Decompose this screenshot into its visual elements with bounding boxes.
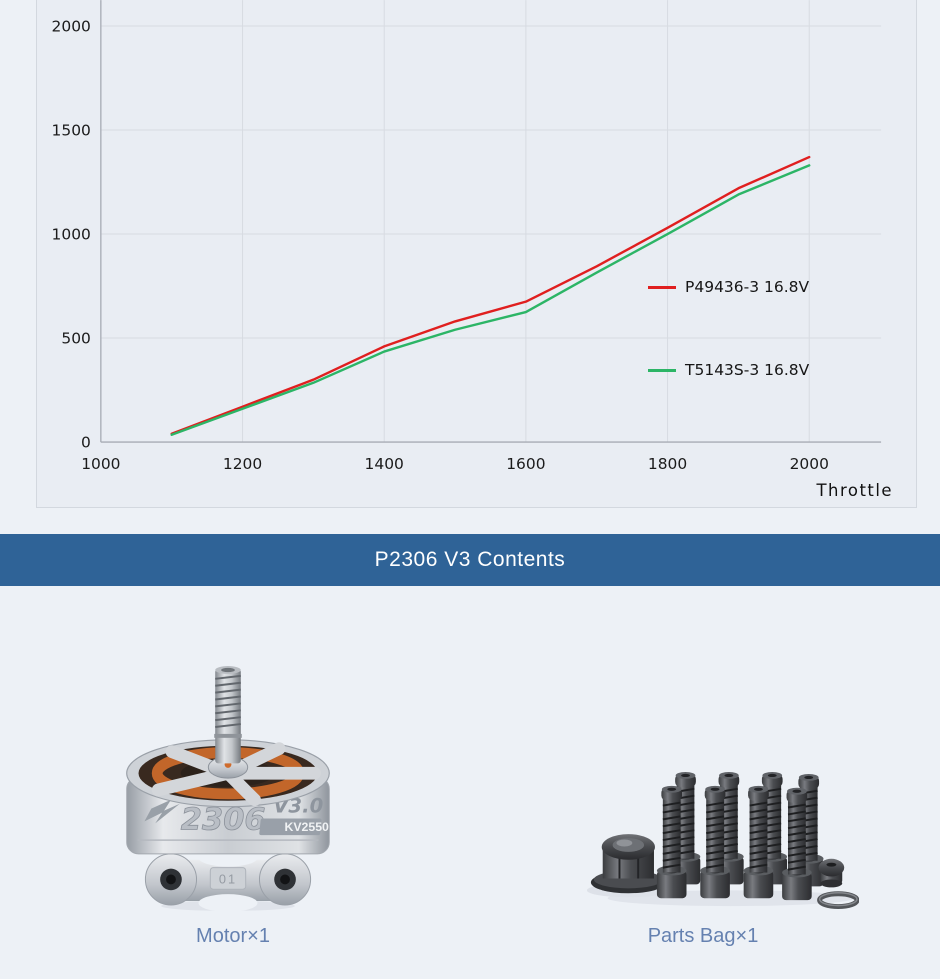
- x-tick-label: 1400: [365, 455, 404, 473]
- flange-nut: [590, 834, 666, 894]
- legend-label-t5143s: T5143S-3 16.8V: [685, 361, 810, 379]
- x-tick-label: 1600: [506, 455, 545, 473]
- parts-illustration: [586, 771, 859, 910]
- motor-model-engraving: 2306: [181, 802, 266, 837]
- x-tick-label: 1200: [223, 455, 262, 473]
- y-tick-label: 1500: [52, 122, 91, 140]
- y-tick-label: 2000: [52, 18, 91, 36]
- x-tick-label: 1000: [81, 455, 120, 473]
- y-tick-label: 1000: [52, 226, 91, 244]
- motor-shaft: [214, 666, 242, 764]
- motor-bell: [126, 739, 330, 808]
- legend-swatch-red-line: [648, 285, 676, 289]
- thrust-chart-panel: 0 500 1000 1500 2000 1000 1200 1400 1600 1800 2000…: [36, 0, 917, 508]
- parts-bag-caption: Parts Bag×1: [647, 925, 759, 947]
- motor-kv-engraving: KV2550: [284, 820, 329, 834]
- base-id-plate: [209, 867, 247, 890]
- base-id-text: 01: [219, 871, 237, 886]
- y-tick-label: 500: [61, 330, 91, 348]
- y-tick-label: 0: [81, 434, 91, 452]
- series-line-p49436: [170, 155, 811, 435]
- motor-illustration: 01 2306 V3.0 KV2550: [126, 666, 330, 911]
- shaft-threads: [215, 674, 241, 728]
- legend-item-p49436: P49436-3 16.8V: [648, 277, 809, 297]
- x-tick-label: 2000: [790, 455, 829, 473]
- motor-logo-mark: [144, 799, 180, 824]
- legend-label-p49436: P49436-3 16.8V: [685, 278, 810, 296]
- section-banner: P2306 V3 Contents: [0, 534, 940, 586]
- series-line-t5143s: [170, 164, 811, 436]
- motor-photo: 01 2306 V3.0 KV2550: [110, 663, 346, 911]
- parts-bag-photo: [583, 770, 859, 916]
- legend-swatch-green-line: [648, 368, 676, 372]
- motor-base-mount: 01: [144, 848, 312, 911]
- motor-caption: Motor×1: [196, 925, 270, 947]
- motor-kv-badge: [259, 818, 322, 836]
- thrust-throttle-chart: 0 500 1000 1500 2000 1000 1200 1400 1600 1800 2000…: [52, 0, 894, 500]
- button-screw: [818, 858, 845, 888]
- x-axis-title: Throttle: [816, 481, 894, 500]
- washer: [817, 891, 859, 910]
- section-banner-title: P2306 V3 Contents: [374, 548, 566, 571]
- legend-item-t5143s: T5143S-3 16.8V: [648, 360, 809, 380]
- x-tick-label: 1800: [648, 455, 687, 473]
